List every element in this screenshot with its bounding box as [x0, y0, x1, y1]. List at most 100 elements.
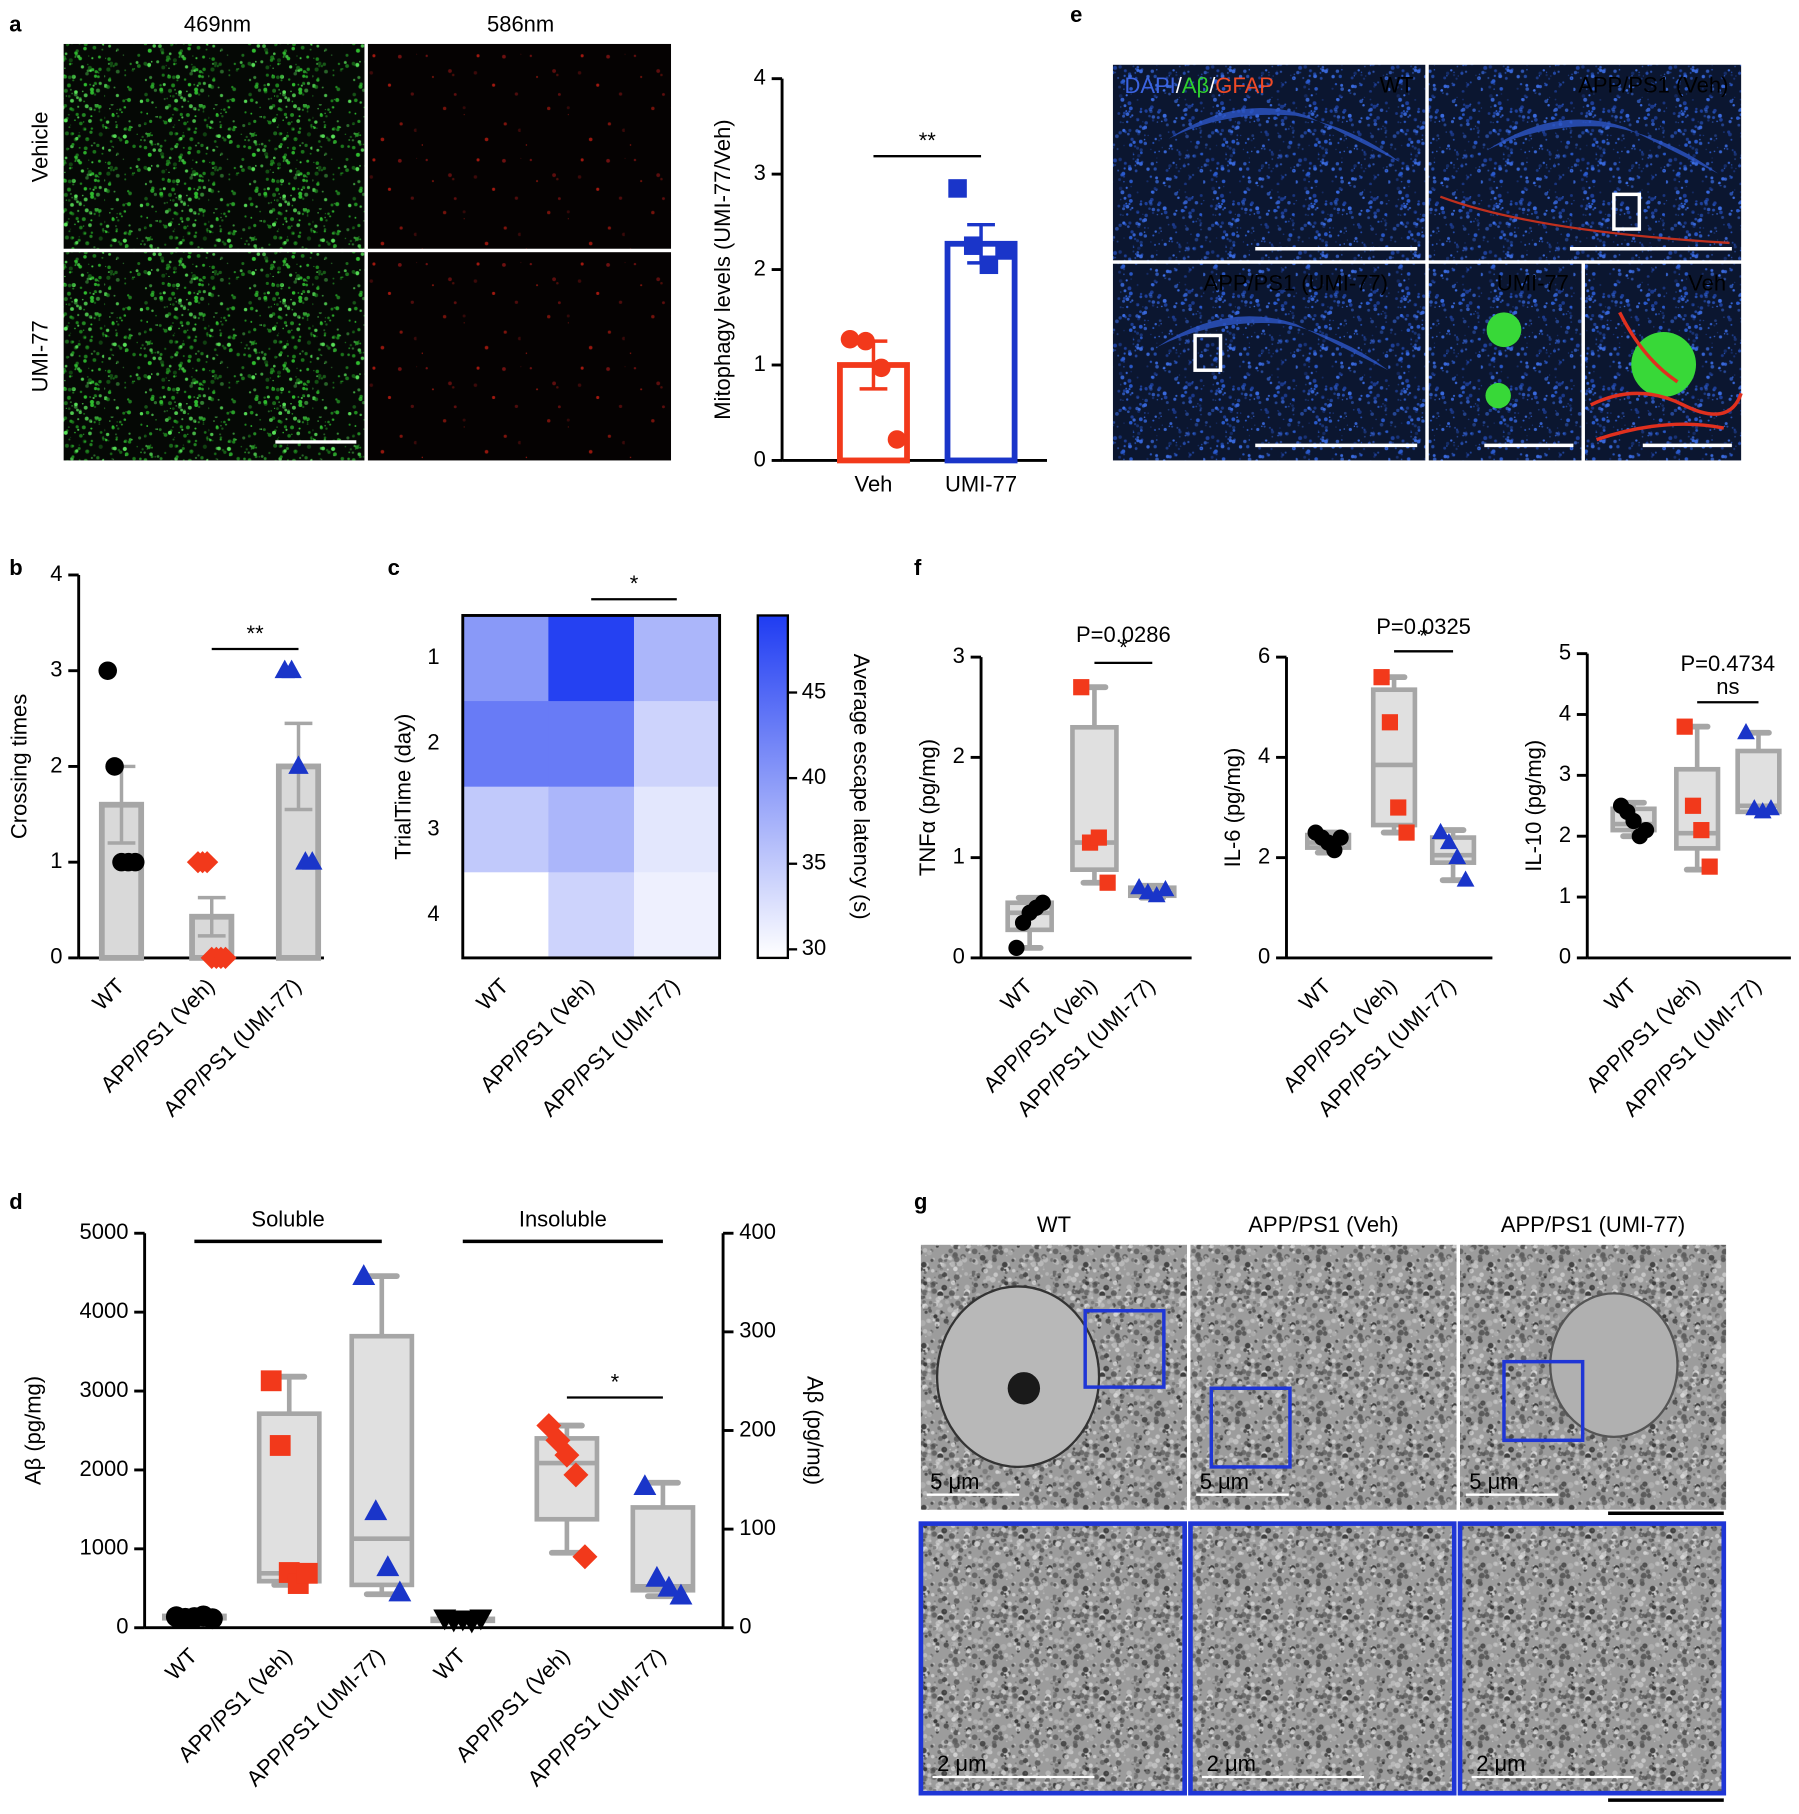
data-point: [1448, 847, 1467, 865]
scale-label: 2 μm: [1476, 1751, 1525, 1776]
data-point: [469, 1609, 493, 1631]
highlight-box: [1612, 192, 1642, 231]
panel-label: e: [1070, 2, 1082, 27]
colorbar-tick-label: 40: [802, 764, 826, 789]
x-tick-label: WT: [995, 973, 1037, 1015]
stain-name: /: [1209, 73, 1216, 98]
x-tick-label: UMI-77: [945, 472, 1017, 497]
y-axis-label: Aβ (pg/mg): [802, 1376, 827, 1485]
y-axis-label: Mitophagy levels (UMI-77/Veh): [710, 119, 735, 419]
data-point: [1762, 799, 1780, 816]
data-point: [1099, 874, 1116, 891]
data-point: [1090, 829, 1107, 846]
y-axis-label: TNFα (pg/mg): [915, 739, 940, 876]
x-tick-label: WT: [87, 973, 129, 1015]
data-point: [633, 1474, 657, 1496]
y-tick-label: 0: [50, 944, 62, 969]
highlight-box: [1502, 1359, 1585, 1443]
y-tick-label: 2: [1258, 843, 1270, 868]
plaque: [1631, 332, 1697, 397]
image-label: WT: [1380, 73, 1414, 98]
image-column-label: APP/PS1 (Veh): [1248, 1212, 1398, 1237]
y-tick-label: 1: [50, 848, 62, 873]
scale-label: 2 μm: [1207, 1751, 1256, 1776]
data-point: [1398, 824, 1415, 841]
y-tick-label: 4: [754, 64, 766, 89]
significance-label: *: [630, 571, 639, 596]
data-point: [1637, 822, 1655, 839]
y-tick-label: 300: [739, 1318, 776, 1343]
box: [1735, 748, 1782, 815]
tissue-shape: [1168, 107, 1400, 162]
data-point: [856, 331, 875, 351]
micrograph: [1457, 1521, 1727, 1796]
data-point: [995, 241, 1014, 260]
y-tick-label: 4: [427, 901, 439, 926]
y-tick-label: 3: [953, 643, 965, 668]
y-tick-label: 400: [739, 1219, 776, 1244]
micrograph: [63, 43, 365, 249]
p-value-label: P=0.0286: [1076, 622, 1171, 647]
x-tick-label: Veh: [855, 472, 893, 497]
y-tick-label: 1000: [80, 1535, 129, 1560]
tissue-shape: [1486, 119, 1718, 174]
data-point: [1034, 894, 1051, 911]
data-point: [1390, 799, 1407, 816]
data-point: [1008, 939, 1025, 956]
y-tick-label: 1: [953, 843, 965, 868]
heatmap-cell: [548, 872, 635, 959]
x-tick-label: WT: [471, 973, 513, 1015]
data-point: [1326, 842, 1343, 859]
data-point: [1156, 880, 1175, 897]
colorbar-tick-label: 45: [802, 678, 826, 703]
box: [630, 1505, 696, 1593]
x-tick-label: WT: [429, 1643, 471, 1685]
y-tick-label: 3: [427, 815, 439, 840]
data-point: [126, 852, 145, 872]
heatmap-cell: [548, 786, 635, 873]
colorbar-tick-label: 30: [802, 935, 826, 960]
data-point: [202, 1608, 223, 1630]
image-label: UMI-77: [1497, 270, 1569, 295]
panel-label: a: [9, 11, 22, 36]
y-tick-label: 3: [50, 657, 62, 682]
data-point: [388, 1580, 412, 1602]
data-point: [1693, 822, 1710, 839]
y-axis-label: Crossing times: [7, 694, 32, 839]
micrograph: [918, 1521, 1187, 1796]
data-point: [1737, 723, 1755, 740]
data-point: [1456, 870, 1475, 887]
data-point: [645, 1565, 669, 1587]
image-label: Veh: [1688, 270, 1726, 295]
heatmap-cell: [633, 786, 721, 873]
significance-label: *: [611, 1369, 620, 1394]
y-tick-label: 3: [754, 160, 766, 185]
y-tick-label: 2000: [80, 1456, 129, 1481]
y-tick-label: 4: [1258, 743, 1270, 768]
significance-label: *: [1119, 635, 1128, 660]
data-point: [872, 358, 891, 378]
y-axis-label: TrialTime (day): [391, 714, 416, 860]
data-point: [1431, 822, 1450, 840]
y-tick-label: 200: [739, 1416, 776, 1441]
y-tick-label: 100: [739, 1515, 776, 1540]
data-point: [1332, 829, 1349, 846]
group-label: Insoluble: [519, 1206, 607, 1231]
data-point: [376, 1555, 400, 1577]
p-value-label: P=0.4734: [1680, 651, 1775, 676]
y-tick-label: 2: [50, 752, 62, 777]
image-label: APP/PS1 (UMI-77): [1204, 270, 1388, 295]
image-row-label: Vehicle: [27, 112, 52, 183]
stain-name: DAPI: [1125, 73, 1176, 98]
stain-name: /: [1176, 73, 1183, 98]
y-tick-label: 4000: [80, 1298, 129, 1323]
data-point: [196, 851, 219, 874]
significance-label: **: [919, 128, 937, 153]
astrocyte: [1589, 311, 1743, 442]
y-tick-label: 0: [1559, 944, 1571, 969]
stain-legend: DAPI/Aβ/GFAP: [1125, 73, 1274, 98]
data-point: [1373, 669, 1390, 686]
highlight-box: [1193, 333, 1223, 372]
data-point: [1684, 797, 1702, 814]
astrocyte: [1439, 195, 1730, 245]
